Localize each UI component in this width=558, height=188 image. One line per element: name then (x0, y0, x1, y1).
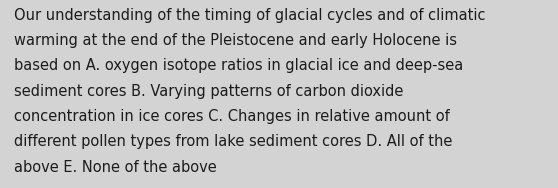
Text: warming at the end of the Pleistocene and early Holocene is: warming at the end of the Pleistocene an… (14, 33, 457, 48)
Text: based on A. oxygen isotope ratios in glacial ice and deep-sea: based on A. oxygen isotope ratios in gla… (14, 58, 463, 73)
Text: sediment cores B. Varying patterns of carbon dioxide: sediment cores B. Varying patterns of ca… (14, 84, 403, 99)
Text: concentration in ice cores C. Changes in relative amount of: concentration in ice cores C. Changes in… (14, 109, 450, 124)
Text: above E. None of the above: above E. None of the above (14, 160, 217, 175)
Text: Our understanding of the timing of glacial cycles and of climatic: Our understanding of the timing of glaci… (14, 8, 485, 23)
Text: different pollen types from lake sediment cores D. All of the: different pollen types from lake sedimen… (14, 134, 453, 149)
